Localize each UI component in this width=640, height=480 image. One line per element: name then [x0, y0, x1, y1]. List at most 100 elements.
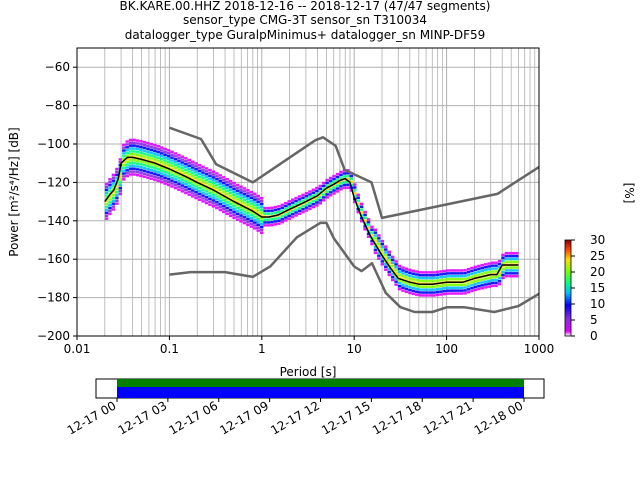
density-cell [125, 154, 129, 158]
density-cell [249, 210, 254, 214]
density-cell [373, 228, 378, 232]
density-cell [459, 283, 464, 287]
density-cell [415, 276, 419, 279]
density-cell [184, 174, 188, 177]
density-cell [204, 170, 209, 173]
density-cell [173, 175, 178, 178]
density-cell [418, 276, 422, 280]
density-cell [235, 183, 240, 187]
density-cell [194, 170, 198, 174]
density-cell [425, 279, 429, 283]
density-cell [146, 167, 150, 171]
density-cell [139, 163, 143, 166]
density-cell [304, 197, 309, 201]
density-cell [104, 205, 109, 209]
x-axis: 0.01 0.1 1 10 100 1000 [64, 336, 554, 356]
density-cell [408, 268, 412, 272]
density-cell [394, 260, 398, 263]
density-cell [115, 167, 119, 171]
density-cell [287, 205, 291, 209]
density-cell [225, 186, 229, 190]
density-cell [194, 196, 198, 200]
density-cell [284, 219, 288, 222]
density-cell [456, 283, 460, 287]
density-cell [477, 287, 481, 291]
density-cell [404, 281, 409, 285]
density-cell [135, 171, 140, 174]
density-cell [187, 158, 191, 162]
density-cell [401, 286, 405, 290]
density-cell [280, 209, 285, 212]
density-cell [246, 189, 250, 192]
density-cell [501, 259, 505, 262]
density-cell [411, 292, 416, 296]
colorbar-tick-label: 10 [590, 297, 605, 311]
y-axis: −200 −180 −160 −140 −120 −100 −80 −60 [37, 60, 77, 343]
density-cell [401, 283, 405, 287]
density-cell [201, 188, 205, 192]
density-cell [111, 199, 116, 203]
density-cell [225, 183, 229, 187]
density-cell [235, 206, 240, 210]
density-cell [149, 148, 154, 152]
density-cell [253, 204, 257, 207]
density-cell [408, 277, 412, 280]
density-cell [253, 227, 257, 230]
density-cell [190, 180, 195, 184]
density-cell [246, 203, 250, 206]
density-cell [211, 187, 216, 191]
density-cell [511, 272, 516, 275]
density-cell [218, 185, 223, 189]
density-cell [204, 181, 209, 185]
density-cell [232, 199, 236, 202]
density-cell [246, 209, 250, 212]
density-cell [111, 179, 116, 182]
density-cell [115, 193, 119, 197]
density-cell [442, 278, 447, 281]
density-cell [184, 165, 188, 169]
density-cell [463, 271, 467, 275]
density-cell [135, 150, 140, 154]
density-cell [253, 224, 257, 227]
density-cell [225, 178, 229, 181]
density-cell [125, 146, 129, 149]
density-cell [421, 271, 426, 274]
density-cell [156, 144, 160, 148]
density-cell [146, 147, 150, 151]
density-cell [446, 269, 450, 272]
density-cell [235, 201, 240, 204]
density-cell [225, 198, 229, 201]
density-cell [356, 210, 360, 214]
density-cell [194, 173, 198, 177]
density-cell [511, 257, 516, 261]
timeline-tick-label: 12-18 00 [472, 398, 526, 437]
density-cell [380, 239, 385, 243]
density-cell [480, 266, 485, 270]
density-cell [294, 202, 298, 206]
density-cell [380, 260, 385, 263]
density-cell [490, 261, 495, 265]
density-cell [215, 177, 219, 181]
density-cell [446, 277, 450, 281]
density-cell [146, 173, 150, 177]
density-cell [111, 185, 116, 188]
density-cell [339, 173, 343, 177]
density-cell [487, 276, 491, 280]
density-cell [122, 146, 126, 149]
density-cell [222, 190, 226, 193]
density-cell [332, 192, 336, 195]
density-cell [225, 192, 229, 195]
density-cell [366, 232, 371, 236]
density-cell [335, 190, 340, 193]
y-tick-label: −100 [37, 137, 70, 151]
density-cell [135, 153, 140, 157]
density-cell [246, 220, 250, 224]
density-cell [366, 218, 371, 221]
density-cell [308, 193, 312, 196]
density-cell [104, 214, 109, 217]
density-cell [439, 273, 443, 276]
density-cell [222, 202, 226, 205]
density-cell [508, 260, 512, 264]
density-cell [180, 155, 185, 158]
density-cell [108, 206, 112, 210]
